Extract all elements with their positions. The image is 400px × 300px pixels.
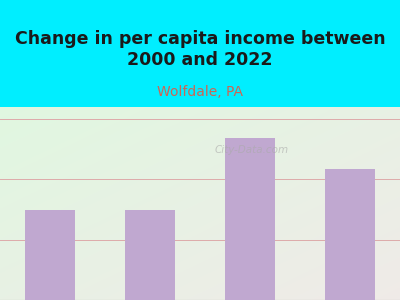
Text: Wolfdale, PA: Wolfdale, PA <box>157 85 243 99</box>
Bar <box>325 169 375 300</box>
Bar <box>25 210 75 300</box>
Bar <box>125 210 175 300</box>
Bar <box>225 139 275 300</box>
Text: City-Data.com: City-Data.com <box>215 145 289 154</box>
Text: Change in per capita income between
2000 and 2022: Change in per capita income between 2000… <box>15 30 385 69</box>
